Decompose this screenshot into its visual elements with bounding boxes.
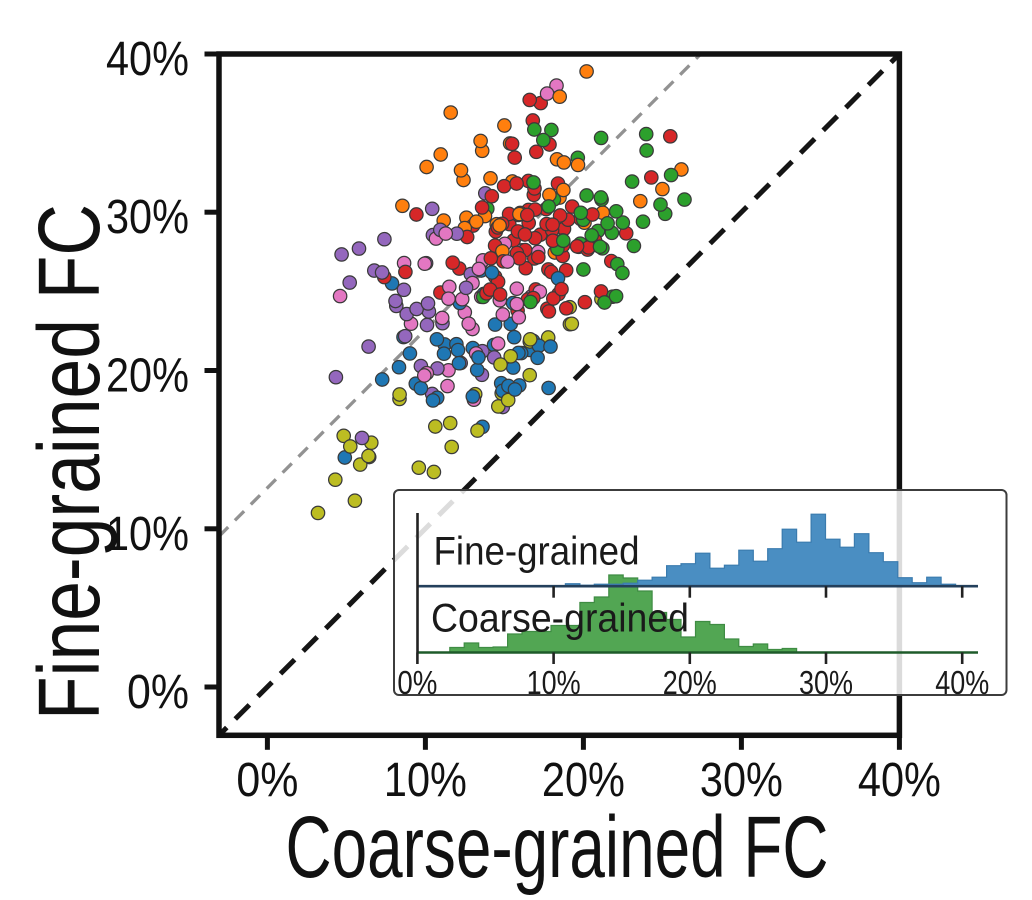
svg-text:40%: 40% xyxy=(858,754,941,807)
svg-text:20%: 20% xyxy=(663,664,717,701)
svg-text:10%: 10% xyxy=(106,508,189,561)
svg-text:Coarse-grained: Coarse-grained xyxy=(431,597,689,641)
svg-text:0%: 0% xyxy=(397,664,437,701)
svg-text:40%: 40% xyxy=(935,664,989,701)
svg-text:30%: 30% xyxy=(799,664,853,701)
svg-text:20%: 20% xyxy=(542,754,625,807)
svg-text:0%: 0% xyxy=(236,754,298,807)
svg-text:10%: 10% xyxy=(527,664,581,701)
svg-text:40%: 40% xyxy=(106,33,189,86)
svg-text:30%: 30% xyxy=(106,191,189,244)
svg-text:Fine-grained: Fine-grained xyxy=(434,530,640,574)
svg-text:10%: 10% xyxy=(384,754,467,807)
svg-text:20%: 20% xyxy=(106,350,189,403)
svg-text:30%: 30% xyxy=(700,754,783,807)
svg-text:0%: 0% xyxy=(127,666,189,719)
svg-text:Coarse-grained FC: Coarse-grained FC xyxy=(286,799,829,896)
svg-text:Fine-grained FC: Fine-grained FC xyxy=(21,204,118,720)
